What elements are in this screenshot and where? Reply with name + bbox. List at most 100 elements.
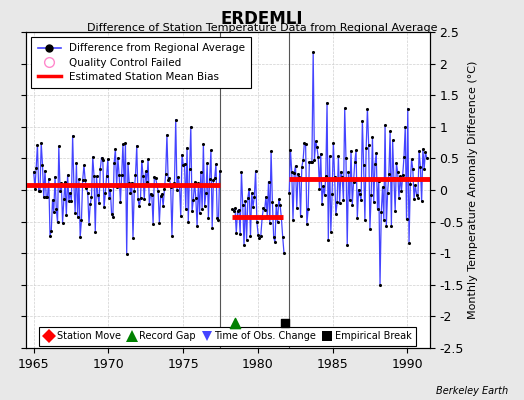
Point (268, 198, 277, 205)
Point (56, 188, 64, 194)
Point (115, 172, 123, 178)
Point (379, 216, 388, 223)
Point (358, 118, 367, 124)
Point (325, 153, 334, 159)
Point (179, 162, 188, 168)
Point (212, 161, 220, 167)
Point (231, 320, 239, 326)
Point (185, 166, 194, 172)
Point (305, 158, 313, 165)
Point (201, 202, 209, 209)
Point (85, 221, 93, 227)
Point (100, 204, 108, 210)
Point (300, 140, 309, 146)
Point (69, 132, 77, 139)
Point (342, 154, 350, 161)
Point (365, 142, 373, 148)
Point (63, 172, 72, 178)
Point (269, 234, 278, 240)
Point (124, 160, 132, 166)
Point (308, 158, 316, 165)
Point (134, 196, 142, 202)
Point (236, 230, 244, 237)
Point (76, 234, 84, 240)
Point (353, 215, 362, 221)
Point (91, 228, 100, 235)
Point (386, 128, 394, 134)
Point (390, 175, 398, 182)
Legend: Station Move, Record Gap, Time of Obs. Change, Empirical Break: Station Move, Record Gap, Time of Obs. C… (39, 326, 417, 346)
Point (354, 186, 363, 193)
Point (375, 177, 383, 184)
Point (292, 204, 301, 211)
Point (86, 201, 94, 207)
Point (275, 196, 283, 202)
Point (276, 202, 285, 208)
Point (167, 184, 175, 190)
Point (341, 105, 349, 111)
Point (111, 146, 119, 152)
Point (368, 134, 377, 140)
Point (253, 219, 261, 226)
Point (421, 149, 430, 155)
Point (337, 168, 345, 175)
Point (215, 168, 224, 174)
Point (66, 190, 74, 196)
Point (140, 196, 148, 202)
Point (377, 209, 386, 216)
Point (164, 177, 172, 184)
Point (168, 233, 176, 239)
Point (288, 168, 296, 175)
Point (32, 164, 40, 171)
Point (71, 210, 79, 216)
Point (345, 197, 354, 204)
Point (202, 190, 210, 197)
Point (314, 154, 322, 160)
Point (47, 228, 56, 234)
Point (45, 175, 53, 182)
Point (240, 242, 248, 248)
Point (254, 232, 263, 238)
Point (61, 179, 69, 185)
Point (123, 251, 131, 258)
Point (213, 214, 222, 221)
Point (54, 143, 63, 149)
Point (48, 197, 57, 203)
Point (143, 179, 151, 186)
Point (418, 198, 426, 204)
Point (160, 186, 169, 192)
Point (158, 191, 166, 197)
Point (81, 177, 90, 184)
Point (106, 187, 115, 193)
Point (356, 191, 364, 198)
Point (159, 203, 167, 210)
Point (38, 161, 47, 168)
Point (180, 161, 189, 167)
Point (96, 166, 104, 172)
Point (290, 170, 299, 176)
Point (121, 140, 129, 147)
Point (183, 144, 191, 151)
Point (138, 158, 146, 164)
Point (92, 173, 101, 180)
Point (367, 191, 375, 198)
Point (396, 173, 405, 180)
Point (348, 202, 356, 208)
Point (278, 234, 287, 240)
Point (72, 160, 81, 166)
Point (41, 167, 49, 174)
Point (230, 207, 238, 214)
Point (43, 194, 52, 200)
Point (241, 198, 249, 204)
Point (99, 157, 107, 164)
Point (144, 156, 152, 162)
Point (73, 214, 82, 220)
Point (136, 195, 145, 202)
Point (107, 211, 116, 218)
Point (174, 174, 182, 180)
Point (422, 155, 431, 161)
Point (33, 141, 41, 148)
Point (152, 182, 161, 188)
Point (207, 147, 215, 154)
Point (315, 186, 324, 192)
